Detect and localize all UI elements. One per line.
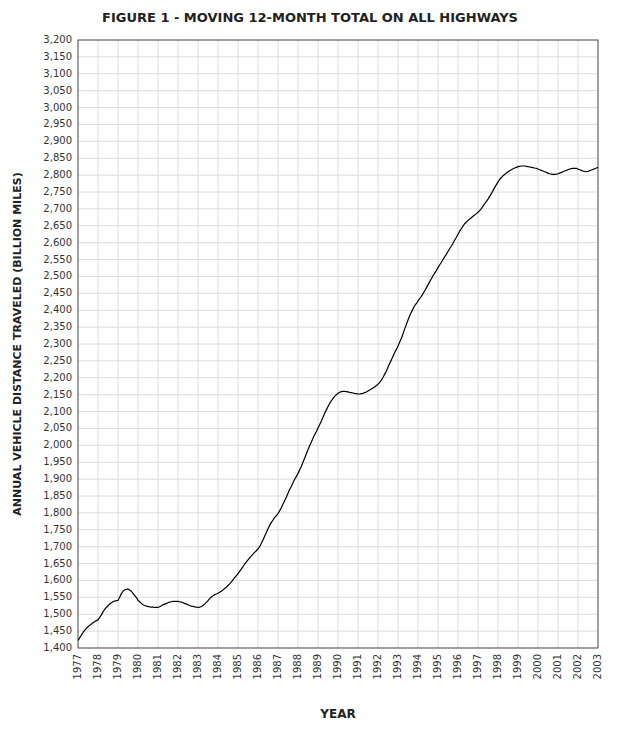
- y-tick-label: 2,600: [43, 237, 72, 248]
- y-tick-label: 2,000: [43, 439, 72, 450]
- y-tick-label: 1,650: [43, 558, 72, 569]
- x-grid-line: [238, 40, 239, 648]
- y-tick-label: 2,250: [43, 355, 72, 366]
- y-tick-label: 1,400: [43, 642, 72, 653]
- y-axis-label: ANNUAL VEHICLE DISTANCE TRAVELED (BILLIO…: [11, 172, 24, 515]
- x-tick-label: 1994: [412, 654, 423, 679]
- x-grid-line: [318, 40, 319, 648]
- y-tick-label: 2,500: [43, 270, 72, 281]
- x-grid-line: [358, 40, 359, 648]
- x-tick-label: 2002: [572, 654, 583, 679]
- x-grid-line: [178, 40, 179, 648]
- x-grid-line: [498, 40, 499, 648]
- x-grid-line: [538, 40, 539, 648]
- y-tick-label: 2,950: [43, 118, 72, 129]
- x-grid-line: [278, 40, 279, 648]
- x-grid-line: [258, 40, 259, 648]
- x-tick-label: 2000: [532, 654, 543, 679]
- x-tick-label: 1999: [512, 654, 523, 679]
- x-tick-label: 1993: [392, 654, 403, 679]
- x-tick-label: 1977: [72, 654, 83, 679]
- x-grid-line: [138, 40, 139, 648]
- y-tick-label: 3,150: [43, 51, 72, 62]
- x-tick-label: 1998: [492, 654, 503, 679]
- y-tick-label: 2,100: [43, 406, 72, 417]
- y-tick-label: 3,100: [43, 68, 72, 79]
- y-tick-label: 3,200: [43, 34, 72, 45]
- x-tick-label: 1996: [452, 654, 463, 679]
- x-grid-line: [198, 40, 199, 648]
- x-axis-label: YEAR: [319, 707, 355, 721]
- x-grid-line: [338, 40, 339, 648]
- x-tick-label: 1988: [292, 654, 303, 679]
- x-tick-label: 1984: [212, 654, 223, 679]
- grid: [78, 40, 598, 648]
- y-tick-label: 2,400: [43, 304, 72, 315]
- y-tick-label: 1,900: [43, 473, 72, 484]
- x-grid-line: [558, 40, 559, 648]
- y-tick-label: 1,550: [43, 591, 72, 602]
- x-tick-label: 1981: [152, 654, 163, 679]
- x-grid-line: [578, 40, 579, 648]
- x-tick-label: 1983: [192, 654, 203, 679]
- y-tick-label: 2,550: [43, 254, 72, 265]
- tick-labels: 1,400 1,450 1,500 1,550 1,600 1,650 1,700 1,750…: [43, 34, 603, 679]
- x-grid-line: [98, 40, 99, 648]
- x-grid-line: [518, 40, 519, 648]
- y-tick-label: 2,150: [43, 389, 72, 400]
- x-tick-label: 1992: [372, 654, 383, 679]
- x-tick-label: 2001: [552, 654, 563, 679]
- x-tick-label: 1979: [112, 654, 123, 679]
- plot-area: [78, 166, 598, 641]
- y-tick-label: 2,900: [43, 135, 72, 146]
- x-tick-label: 1995: [432, 654, 443, 679]
- y-tick-label: 2,800: [43, 169, 72, 180]
- title: FIGURE 1 - MOVING 12-MONTH TOTAL ON ALL …: [102, 10, 518, 25]
- x-tick-label: 1997: [472, 654, 483, 679]
- chart: 1,400 1,450 1,500 1,550 1,600 1,650 1,700 1,750…: [0, 0, 620, 732]
- x-grid-line: [458, 40, 459, 648]
- x-grid-line: [418, 40, 419, 648]
- x-tick-label: 1985: [232, 654, 243, 679]
- y-tick-label: 1,850: [43, 490, 72, 501]
- x-grid-line: [438, 40, 439, 648]
- y-tick-label: 3,000: [43, 102, 72, 113]
- y-tick-label: 2,350: [43, 321, 72, 332]
- plot-frame: [78, 40, 598, 648]
- x-tick-label: 1991: [352, 654, 363, 679]
- x-grid-line: [158, 40, 159, 648]
- x-tick-label: 1986: [252, 654, 263, 679]
- y-tick-label: 1,750: [43, 524, 72, 535]
- y-tick-label: 2,750: [43, 186, 72, 197]
- line: [78, 166, 598, 641]
- y-tick-label: 1,800: [43, 507, 72, 518]
- y-tick-label: 2,300: [43, 338, 72, 349]
- y-tick-label: 3,050: [43, 85, 72, 96]
- y-tick-label: 2,050: [43, 422, 72, 433]
- y-tick-label: 2,700: [43, 203, 72, 214]
- x-tick-label: 2003: [592, 654, 603, 679]
- x-tick-label: 1990: [332, 654, 343, 679]
- y-tick-label: 2,450: [43, 287, 72, 298]
- y-tick-label: 2,650: [43, 220, 72, 231]
- x-tick-label: 1987: [272, 654, 283, 679]
- y-tick-label: 1,600: [43, 574, 72, 585]
- y-tick-label: 2,200: [43, 372, 72, 383]
- x-grid-line: [118, 40, 119, 648]
- y-tick-label: 1,450: [43, 625, 72, 636]
- x-grid-line: [298, 40, 299, 648]
- x-grid-line: [378, 40, 379, 648]
- y-tick-label: 1,500: [43, 608, 72, 619]
- x-tick-label: 1989: [312, 654, 323, 679]
- y-tick-label: 2,850: [43, 152, 72, 163]
- x-grid-line: [218, 40, 219, 648]
- x-tick-label: 1982: [172, 654, 183, 679]
- y-tick-label: 1,700: [43, 541, 72, 552]
- x-tick-label: 1978: [92, 654, 103, 679]
- x-tick-label: 1980: [132, 654, 143, 679]
- x-grid-line: [478, 40, 479, 648]
- y-tick-label: 1,950: [43, 456, 72, 467]
